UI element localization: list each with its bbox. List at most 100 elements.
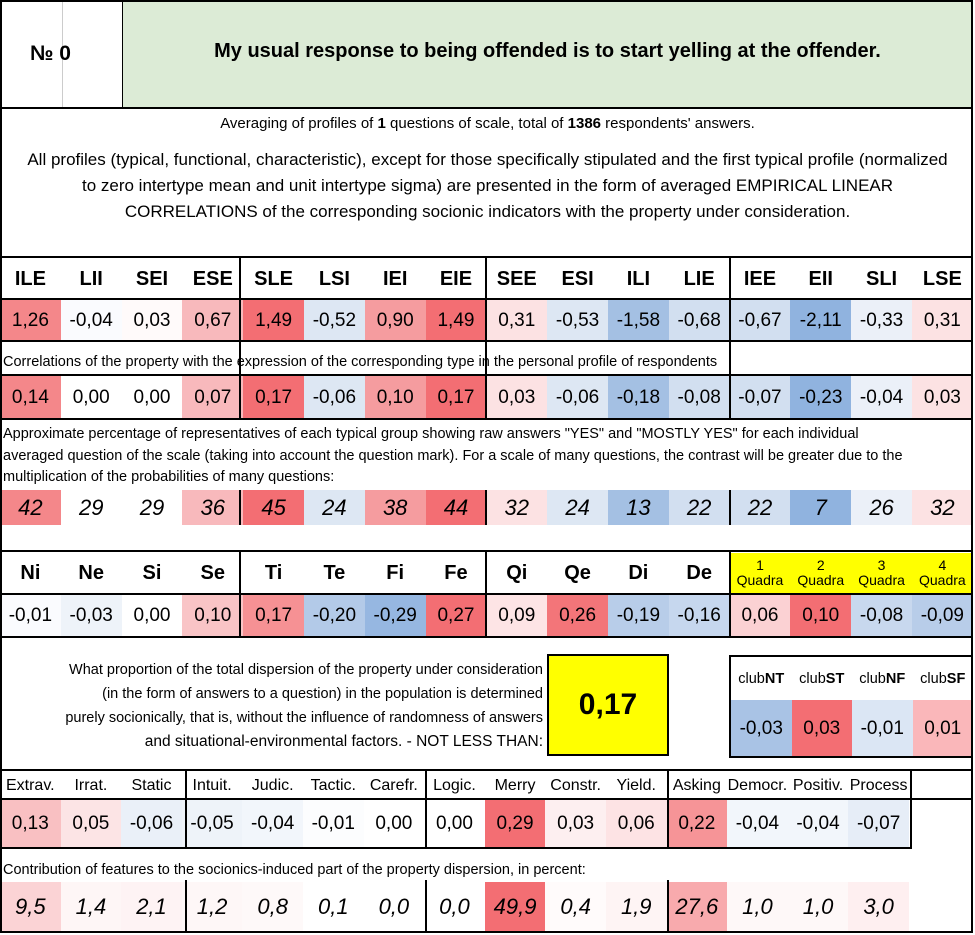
border <box>729 655 973 657</box>
feature-header-cell: Logic. <box>433 776 476 794</box>
feature-value-cell: 0,03 <box>545 800 606 847</box>
function-header-cell: Te <box>323 561 346 584</box>
border <box>185 880 187 933</box>
feature-header-cell: Judic. <box>251 776 294 794</box>
typical-value-cell: -0,68 <box>668 300 730 341</box>
type-header-row: ILE LII SEI ESE SLE LSI IEI EIE SEE ESI ILI LIE IEE E… <box>0 261 973 298</box>
club-value-row: -0,03 0,03 -0,01 0,01 <box>731 700 973 757</box>
function-value-cell: -0,29 <box>364 595 426 636</box>
typical-value-cell: -0,33 <box>851 300 912 341</box>
typical-value-cell: 0,31 <box>911 300 973 341</box>
feature-value-cell: -0,04 <box>242 800 303 847</box>
percentage-row: 42 29 29 36 45 24 38 44 32 24 13 22 22 7 26 32 <box>0 490 973 525</box>
type-header-cell: LII <box>79 268 103 290</box>
correlation-value-cell: 0,14 <box>0 376 61 419</box>
type-header-cell: LSE <box>922 268 962 290</box>
club-header-row: club NT club ST club NF club SF <box>731 657 973 700</box>
question-number: № 0 <box>30 42 71 65</box>
contribution-value-cell: 27,6 <box>666 882 728 931</box>
correlation-value-cell: -0,06 <box>303 376 365 419</box>
question-title: My usual response to being offended is t… <box>214 40 881 62</box>
function-header-cell: Ne <box>78 561 104 584</box>
quadra-header-cell: 1 Quadra <box>729 553 791 593</box>
type-header-cell: SLI <box>865 268 898 290</box>
quadra-header-cell: 3 Quadra <box>851 553 912 593</box>
club-header-cell: club ST <box>799 670 845 687</box>
percentage-value-cell: 24 <box>547 490 608 525</box>
contribution-value-cell: 0,1 <box>302 882 364 931</box>
quadra-value-cell: -0,08 <box>851 595 912 636</box>
function-value-cell: 0,26 <box>547 595 608 636</box>
contribution-value-cell: 3,0 <box>848 882 909 931</box>
type-header-cell: SEE <box>496 268 537 290</box>
typical-value-cell: -2,11 <box>790 300 852 341</box>
typical-value-cell: 0,03 <box>121 300 183 341</box>
percentage-value-cell: 26 <box>851 490 912 525</box>
border <box>425 880 427 933</box>
percentage-note: Approximate percentage of representative… <box>3 426 903 485</box>
function-header-cell: Fi <box>386 561 405 584</box>
averaging-info: Averaging of profiles of 1 questions of … <box>220 115 755 132</box>
type-header-cell: LSI <box>318 268 350 290</box>
border <box>239 490 241 525</box>
proportion-text: What proportion of the total dispersion … <box>65 662 543 750</box>
typical-value-cell: 0,90 <box>364 300 426 341</box>
intro-paragraph: All profiles (typical, functional, chara… <box>27 150 948 221</box>
contribution-value-cell: 1,0 <box>727 882 788 931</box>
percentage-value-cell: 38 <box>364 490 426 525</box>
type-header-cell: EII <box>808 268 833 290</box>
percentage-value-cell: 32 <box>911 490 973 525</box>
divider <box>62 2 63 107</box>
typical-value-cell: 1,49 <box>425 300 487 341</box>
function-header-cell: De <box>686 561 712 584</box>
correlation-value-cell: -0,07 <box>729 376 791 419</box>
correlation-value-cell: 0,03 <box>486 376 548 419</box>
percentage-value-cell: 24 <box>303 490 365 525</box>
type-header-cell: IEE <box>743 268 777 290</box>
quadra-label: Quadra <box>736 572 784 588</box>
proportion-value: 0,17 <box>547 654 669 756</box>
feature-value-cell: -0,05 <box>181 800 243 847</box>
correlation-row: 0,14 0,00 0,00 0,07 0,17 -0,06 0,10 0,17 0,03 -0,… <box>0 376 973 419</box>
feature-header-cell: Intuit. <box>192 776 232 794</box>
correlation-value-cell: -0,23 <box>790 376 852 419</box>
correlation-value-cell: 0,00 <box>121 376 183 419</box>
contribution-value-cell: 1,9 <box>605 882 667 931</box>
border <box>185 769 187 849</box>
border <box>0 847 910 849</box>
typical-profile-row: 1,26 -0,04 0,03 0,67 1,49 -0,52 0,90 1,49 0,31 -0… <box>0 300 973 341</box>
club-header-cell: club NF <box>859 670 906 687</box>
correlation-value-cell: -0,18 <box>607 376 669 419</box>
function-value-cell: 0,27 <box>425 595 487 636</box>
feature-value-row: 0,13 0,05 -0,06 -0,05 -0,04 -0,01 0,00 0,00 0,29… <box>0 800 909 847</box>
contribution-value-cell: 0,0 <box>424 882 485 931</box>
function-value-cell: -0,19 <box>607 595 669 636</box>
contribution-value-cell: 0,0 <box>363 882 425 931</box>
function-value-cell: -0,16 <box>668 595 730 636</box>
feature-header-row: Extrav. Irrat. Static Intuit. Judic. Tactic. C… <box>0 772 909 799</box>
function-header-cell: Se <box>200 561 226 584</box>
feature-header-cell: Democr. <box>727 776 788 794</box>
typical-value-cell: -0,67 <box>729 300 791 341</box>
border <box>729 655 731 758</box>
contribution-row: 9,5 1,4 2,1 1,2 0,8 0,1 0,0 0,0 49,9 0,4 1,9 27,6 1,… <box>0 882 909 931</box>
border <box>667 769 669 849</box>
function-header-cell: Qe <box>564 561 591 584</box>
border <box>485 490 487 525</box>
quadra-number: 4 <box>938 557 947 573</box>
feature-value-cell: 0,22 <box>666 800 728 847</box>
percentage-value-cell: 29 <box>60 490 122 525</box>
typical-value-cell: 1,26 <box>0 300 61 341</box>
border <box>239 550 241 638</box>
function-value-cell: -0,20 <box>303 595 365 636</box>
feature-header-cell: Tactic. <box>310 776 356 794</box>
function-value-cell: 0,09 <box>486 595 548 636</box>
club-value-cell: 0,03 <box>791 700 852 757</box>
correlation-value-cell: -0,06 <box>547 376 608 419</box>
percentage-value-cell: 7 <box>790 490 852 525</box>
feature-header-cell: Extrav. <box>5 776 55 794</box>
border <box>0 0 2 933</box>
club-value-cell: -0,03 <box>731 700 792 757</box>
club-value-cell: -0,01 <box>852 700 913 757</box>
function-value-cell: 0,00 <box>121 595 183 636</box>
